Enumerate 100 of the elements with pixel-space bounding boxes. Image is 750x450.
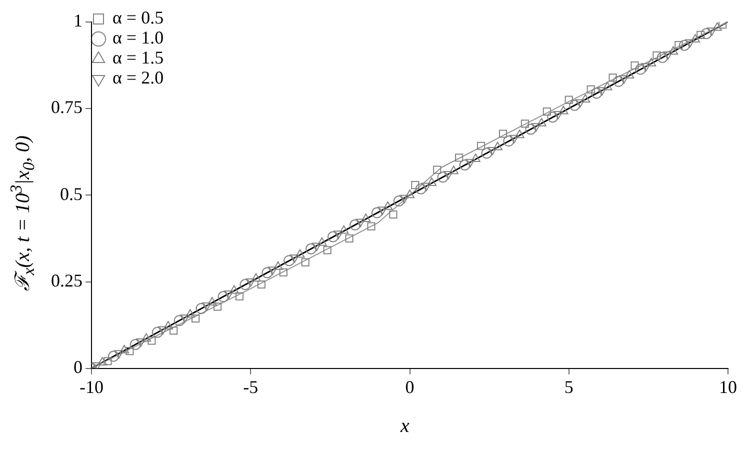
point — [613, 76, 624, 87]
point — [104, 357, 112, 366]
x-tick-label: -5 — [243, 376, 258, 397]
point — [196, 302, 207, 314]
point — [185, 309, 195, 318]
point — [306, 243, 317, 254]
point — [690, 34, 700, 42]
point — [317, 237, 327, 246]
point — [421, 182, 432, 192]
point — [158, 326, 168, 335]
point — [668, 46, 678, 55]
point — [700, 28, 712, 40]
point — [356, 218, 366, 228]
point — [465, 158, 476, 168]
point — [119, 344, 130, 354]
legend-label: α = 1.5 — [112, 48, 164, 68]
point — [224, 290, 234, 300]
point — [459, 159, 470, 170]
point — [136, 338, 146, 347]
point — [470, 154, 480, 162]
point — [345, 234, 354, 242]
y-tick-label: 0.25 — [51, 270, 82, 290]
legend-label: α = 2.0 — [112, 68, 164, 88]
point — [339, 225, 349, 234]
point — [630, 61, 639, 70]
y-tick-label: 0 — [74, 357, 82, 378]
point — [141, 333, 152, 342]
y-tick-label: 0.5 — [60, 184, 82, 204]
point — [514, 130, 524, 138]
point — [503, 136, 514, 147]
point — [656, 52, 668, 63]
point — [498, 130, 508, 138]
point — [400, 194, 410, 204]
point — [684, 39, 695, 48]
point — [152, 326, 163, 338]
point — [525, 124, 536, 135]
point — [126, 347, 134, 356]
point — [553, 110, 563, 120]
point — [130, 338, 141, 350]
point — [170, 326, 178, 335]
point — [268, 266, 278, 276]
point — [619, 75, 629, 84]
point — [251, 273, 261, 282]
point — [696, 30, 705, 40]
point — [382, 201, 393, 210]
point — [531, 123, 541, 132]
point — [706, 27, 717, 36]
point — [328, 231, 339, 242]
point — [246, 278, 256, 287]
point — [602, 82, 612, 90]
point — [652, 51, 661, 60]
point — [663, 51, 673, 60]
point — [378, 206, 388, 216]
point — [547, 112, 558, 123]
point — [257, 280, 266, 289]
point — [240, 279, 251, 290]
point — [591, 88, 602, 99]
point — [641, 63, 651, 72]
point — [207, 297, 217, 306]
point — [718, 22, 727, 29]
y-tick-label: 1 — [74, 10, 82, 31]
point — [712, 22, 722, 31]
point — [678, 40, 690, 51]
point — [295, 249, 305, 258]
legend-label: α = 1.0 — [112, 28, 164, 48]
point — [180, 314, 190, 323]
point — [163, 320, 174, 330]
x-tick-label: 5 — [564, 376, 574, 397]
point — [148, 336, 156, 345]
point — [674, 40, 683, 50]
point — [235, 292, 244, 300]
point — [477, 142, 486, 150]
point — [284, 255, 295, 266]
legend-label: α = 0.5 — [112, 8, 164, 28]
point — [455, 154, 464, 162]
point — [371, 207, 382, 218]
point — [481, 148, 492, 159]
point — [367, 222, 376, 230]
point — [564, 96, 573, 104]
point — [558, 106, 568, 114]
point — [262, 267, 273, 278]
point — [218, 291, 229, 302]
point — [433, 166, 442, 174]
point — [509, 134, 519, 144]
point — [520, 120, 529, 128]
point — [389, 210, 398, 219]
point — [273, 261, 283, 270]
x-tick-label: 10 — [719, 376, 737, 397]
x-tick-label: -10 — [80, 376, 104, 397]
point — [192, 314, 200, 323]
x-axis-title: x — [399, 415, 410, 438]
point — [404, 190, 415, 198]
point — [448, 166, 458, 174]
point — [108, 350, 119, 362]
point — [608, 74, 617, 82]
point — [426, 177, 437, 186]
point — [443, 170, 454, 180]
point — [290, 254, 300, 263]
point — [229, 285, 239, 294]
point — [334, 230, 344, 240]
